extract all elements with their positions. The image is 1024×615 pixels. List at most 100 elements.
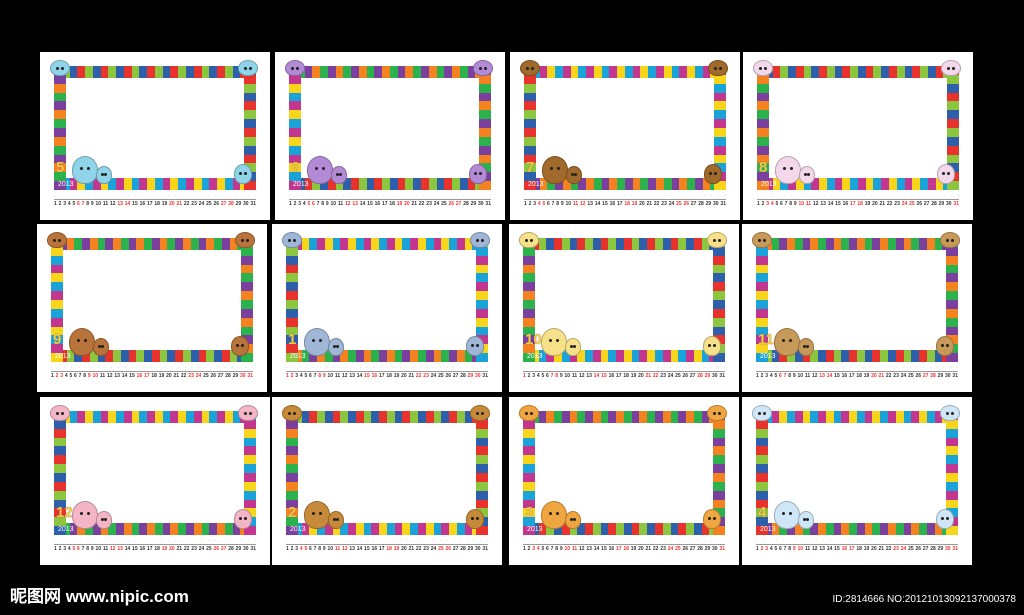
stripe-border xyxy=(523,523,725,535)
calendar-day: 21 xyxy=(645,373,652,379)
calendar-day: 23 xyxy=(423,373,429,379)
calendar-day: 30 xyxy=(712,373,718,379)
calendar-day: 31 xyxy=(953,201,959,207)
stripe-border xyxy=(756,411,768,535)
calendar-day: 28 xyxy=(228,546,234,552)
calendar-day: 30 xyxy=(945,546,951,552)
calendar-day: 11 xyxy=(804,373,811,379)
calendar-day: 31 xyxy=(250,546,256,552)
calendar-day: 13 xyxy=(586,546,592,552)
tiger-icon xyxy=(541,501,567,529)
calendar-day: 19 xyxy=(158,373,165,379)
calendar-day: 23 xyxy=(426,201,432,207)
dog-icon xyxy=(798,338,814,356)
calendar-day: 15 xyxy=(367,201,373,207)
calendar-day: 27 xyxy=(690,201,697,207)
calendar-day: 31 xyxy=(247,373,253,379)
calendar-day: 2 xyxy=(760,546,764,552)
calendar-day: 11 xyxy=(334,373,341,379)
rooster-icon xyxy=(541,328,567,356)
calendar-day: 24 xyxy=(433,201,440,207)
calendar-day: 21 xyxy=(408,373,415,379)
stripe-border xyxy=(524,66,726,78)
calendar-day: 20 xyxy=(401,546,407,552)
photo-frame: 4 2013 xyxy=(752,405,960,535)
calendar-day: 22 xyxy=(885,546,892,552)
calendar-day: 23 xyxy=(660,546,666,552)
month-number: 5 xyxy=(56,159,65,176)
calendar-day: 21 xyxy=(173,373,180,379)
rat-icon xyxy=(304,328,330,356)
month-number: 8 xyxy=(759,159,768,176)
calendar-day: 4 xyxy=(770,201,774,207)
stripe-border xyxy=(756,411,958,423)
calendar-strip: · · · · · · · · · · · · · · · · · · · · · · · · · · · · · · · 1 2 3 4 5 6 7 8 9… xyxy=(289,194,491,207)
photo-frame: 1 2013 xyxy=(282,232,490,362)
calendar-day: 27 xyxy=(220,546,227,552)
calendar-day: 11 xyxy=(334,546,341,552)
year-label: 2013 xyxy=(761,181,777,188)
calendar-day: 1 xyxy=(757,201,760,207)
rat-icon xyxy=(470,232,490,248)
calendar-day: 29 xyxy=(467,373,474,379)
calendar-day: 31 xyxy=(720,201,726,207)
calendar-day: 19 xyxy=(630,373,637,379)
calendar-day: 9 xyxy=(559,546,563,552)
calendar-day: 1 xyxy=(523,546,526,552)
calendar-day: 26 xyxy=(213,546,220,552)
calendar-day: 17 xyxy=(615,546,622,552)
calendar-day: 17 xyxy=(848,546,855,552)
rabbit-icon xyxy=(752,405,772,421)
year-label: 2013 xyxy=(527,526,543,533)
calendar-day: 31 xyxy=(952,373,958,379)
sheep-icon xyxy=(941,60,961,76)
month-number: 4 xyxy=(758,504,767,521)
calendar-day: 31 xyxy=(482,546,488,552)
stripe-border xyxy=(947,66,959,190)
calendar-day: 8 xyxy=(86,201,90,207)
tiger-icon xyxy=(519,405,539,421)
calendar-day: 3 xyxy=(295,546,298,552)
calendar-card-month-7: 7 2013 · · · · · · · · · · · · · · · · · · · · · · · · · · · · · · · 1 2 3 4… xyxy=(510,52,740,220)
calendar-day: 22 xyxy=(886,201,893,207)
calendar-day: 14 xyxy=(359,201,366,207)
year-label: 2013 xyxy=(527,353,543,360)
calendar-day: 17 xyxy=(378,373,385,379)
calendar-day: 2 xyxy=(58,546,62,552)
calendar-day: 27 xyxy=(689,546,696,552)
sheep-icon xyxy=(753,60,773,76)
calendar-day: 27 xyxy=(217,373,224,379)
calendar-day: 4 xyxy=(299,546,303,552)
calendar-day: 8 xyxy=(555,373,559,379)
calendar-day: 26 xyxy=(445,373,452,379)
rabbit-icon xyxy=(798,511,814,529)
dragon-icon xyxy=(238,60,258,76)
calendar-day: 8 xyxy=(86,546,90,552)
horse-icon xyxy=(566,166,582,184)
calendar-day: 22 xyxy=(415,546,422,552)
calendar-day: 14 xyxy=(124,546,131,552)
calendar-day: 15 xyxy=(129,373,135,379)
calendar-day: 21 xyxy=(411,201,418,207)
rooster-icon xyxy=(707,232,727,248)
calendar-day: 22 xyxy=(415,373,422,379)
calendar-day: 21 xyxy=(645,546,652,552)
calendar-day: 17 xyxy=(146,546,153,552)
calendar-day: 10 xyxy=(95,546,102,552)
sheep-icon xyxy=(799,166,815,184)
calendar-day: 28 xyxy=(930,546,936,552)
calendar-day: 4 xyxy=(64,373,68,379)
calendar-day: 30 xyxy=(243,201,249,207)
calendar-day: 21 xyxy=(646,201,653,207)
calendar-day: 6 xyxy=(77,546,80,552)
dragon-icon xyxy=(96,166,112,184)
calendar-day: 31 xyxy=(485,201,491,207)
calendar-day: 29 xyxy=(704,373,711,379)
calendar-day: 17 xyxy=(615,373,622,379)
calendar-day: 14 xyxy=(827,201,834,207)
calendar-card-month-10: 10 2013 · · · · · · · · · · · · · · · · · · · · · · · · · · · · · · · 1 2 3… xyxy=(509,224,739,392)
calendar-day: 12 xyxy=(345,201,351,207)
calendar-day: 20 xyxy=(404,201,410,207)
calendar-day: 2 xyxy=(527,546,531,552)
calendar-day: 10 xyxy=(330,201,337,207)
